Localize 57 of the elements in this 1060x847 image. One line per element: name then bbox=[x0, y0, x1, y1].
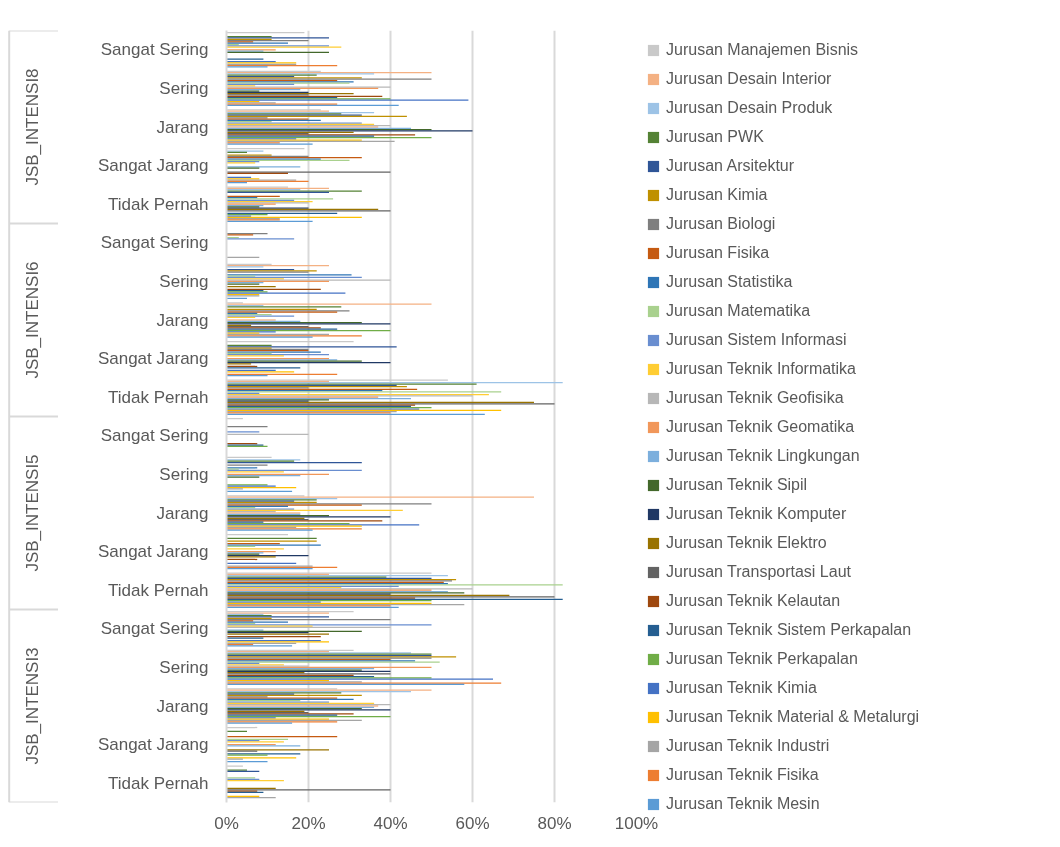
y-tick-label: Sering bbox=[159, 78, 209, 98]
text: JSB_INTENSI8 bbox=[22, 68, 42, 186]
text: JSB_INTENSI6 bbox=[22, 261, 42, 379]
y-tick-label: Tidak Pernah bbox=[108, 773, 209, 793]
text: JSB_INTENSI5 bbox=[22, 454, 42, 572]
y-tick-label: Sangat Sering bbox=[100, 40, 209, 60]
y-tick-label: Sangat Jarang bbox=[97, 349, 209, 369]
legend-label: Jurusan Matematika bbox=[666, 301, 811, 321]
legend-label: Jurusan Fisika bbox=[666, 243, 770, 263]
legend-label: Jurusan Biologi bbox=[666, 214, 776, 234]
text: JSB_INTENSI3 bbox=[22, 647, 42, 765]
legend-label: Jurusan Teknik Mesin bbox=[666, 794, 820, 814]
legend-label: Jurusan Statistika bbox=[666, 272, 793, 292]
legend-label: Jurusan Teknik Geomatika bbox=[666, 417, 855, 437]
legend-label: Jurusan Arsitektur bbox=[666, 156, 795, 176]
y-tick-label: Sangat Sering bbox=[100, 619, 209, 639]
y-tick-label: Sering bbox=[159, 657, 209, 677]
y-tick-label: Sering bbox=[159, 464, 209, 484]
legend-label: Jurusan Teknik Fisika bbox=[666, 765, 819, 785]
y-tick-label: Jarang bbox=[156, 503, 209, 523]
x-tick-label: 40% bbox=[373, 813, 408, 833]
y-tick-label: Tidak Pernah bbox=[108, 580, 209, 600]
y-tick-label: Jarang bbox=[156, 310, 209, 330]
legend-label: Jurusan Sistem Informasi bbox=[666, 330, 847, 350]
legend-label: Jurusan Manajemen Bisnis bbox=[666, 40, 859, 60]
legend-label: Jurusan Teknik Industri bbox=[666, 736, 830, 756]
legend-label: Jurusan Kimia bbox=[666, 185, 768, 205]
legend-label: Jurusan Teknik Kimia bbox=[666, 678, 817, 698]
y-tick-label: Sangat Jarang bbox=[97, 735, 209, 755]
x-tick-label: 20% bbox=[291, 813, 326, 833]
x-tick-label: 100% bbox=[614, 813, 659, 833]
legend-label: Jurusan Teknik Perkapalan bbox=[666, 649, 858, 669]
legend-label: Jurusan Transportasi Laut bbox=[666, 562, 851, 582]
y-tick-label: Tidak Pernah bbox=[108, 194, 209, 214]
x-tick-label: 0% bbox=[214, 813, 239, 833]
legend-label: Jurusan Desain Interior bbox=[666, 69, 832, 89]
y-tick-label: Sangat Sering bbox=[100, 426, 209, 446]
legend-label: Jurusan Teknik Sistem Perkapalan bbox=[666, 620, 912, 640]
legend-label: Jurusan Teknik Material & Metalurgi bbox=[666, 707, 920, 727]
y-tick-label: Sangat Jarang bbox=[97, 156, 209, 176]
y-tick-label: Sangat Sering bbox=[100, 233, 209, 253]
x-tick-label: 60% bbox=[455, 813, 490, 833]
y-tick-label: Tidak Pernah bbox=[108, 387, 209, 407]
legend-label: Jurusan Teknik Geofisika bbox=[666, 388, 844, 408]
y-tick-label: Jarang bbox=[156, 117, 209, 137]
y-tick-label: Jarang bbox=[156, 696, 209, 716]
legend-label: Jurusan Teknik Sipil bbox=[666, 475, 808, 495]
legend-label: Jurusan Desain Produk bbox=[666, 98, 833, 118]
legend-label: Jurusan Teknik Informatika bbox=[666, 359, 857, 379]
legend-label: Jurusan PWK bbox=[666, 127, 764, 147]
legend-label: Jurusan Teknik Lingkungan bbox=[666, 446, 860, 466]
y-tick-label: Sering bbox=[159, 271, 209, 291]
legend-label: Jurusan Teknik Kelautan bbox=[666, 591, 841, 611]
legend-label: Jurusan Teknik Komputer bbox=[666, 504, 847, 524]
y-tick-label: Sangat Jarang bbox=[97, 542, 209, 562]
legend-label: Jurusan Teknik Elektro bbox=[666, 533, 827, 553]
x-tick-label: 80% bbox=[537, 813, 572, 833]
